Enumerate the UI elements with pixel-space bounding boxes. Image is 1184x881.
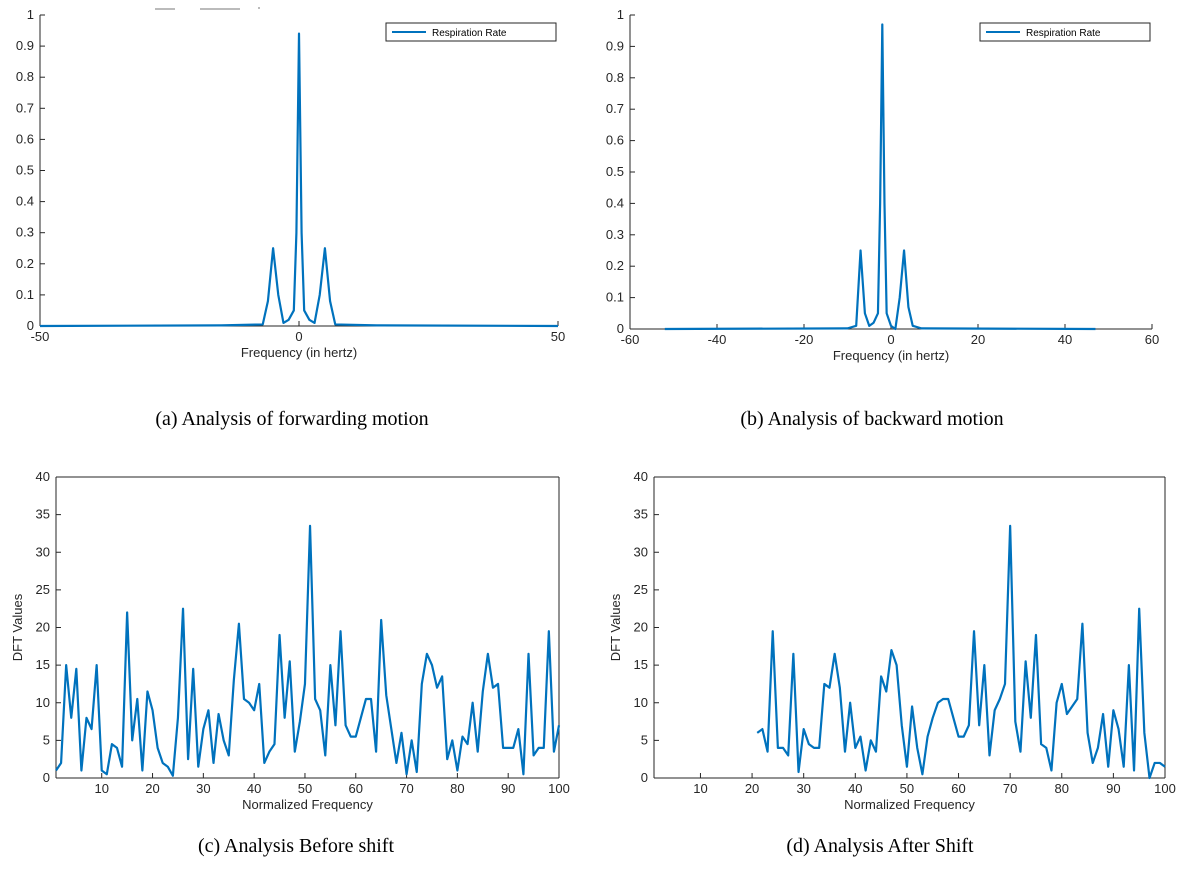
x-axis-label: Frequency (in hertz): [833, 348, 949, 363]
series-line: [55, 524, 561, 777]
y-tick-label: 0.8: [16, 69, 34, 84]
y-tick-label: 0.6: [606, 133, 624, 148]
x-tick-label: 80: [1055, 781, 1069, 796]
x-tick-label: 90: [501, 781, 515, 796]
x-tick-label: 20: [971, 332, 985, 347]
x-tick-label: 60: [349, 781, 363, 796]
x-tick-label: -60: [621, 332, 640, 347]
y-tick-label: 40: [634, 469, 648, 484]
caption-c: (c) Analysis Before shift: [197, 835, 395, 857]
y-tick-label: 0.5: [16, 163, 34, 178]
y-tick-label: 15: [634, 657, 648, 672]
x-tick-label: 10: [693, 781, 707, 796]
x-axis-label: Normalized Frequency: [242, 797, 373, 812]
y-tick-label: 15: [36, 657, 50, 672]
y-tick-label: 10: [36, 695, 50, 710]
x-tick-label: 100: [548, 781, 570, 796]
x-tick-label: 40: [247, 781, 261, 796]
x-tick-label: 50: [551, 329, 565, 344]
y-tick-label: 0.8: [606, 70, 624, 85]
y-tick-label: 30: [36, 544, 50, 559]
x-tick-label: 10: [94, 781, 108, 796]
y-tick-label: 0: [27, 318, 34, 333]
caption-a: (a) Analysis of forwarding motion: [155, 408, 429, 430]
y-tick-label: 25: [36, 582, 50, 597]
y-tick-label: 5: [43, 732, 50, 747]
y-tick-label: 25: [634, 582, 648, 597]
y-tick-label: 0.3: [16, 225, 34, 240]
cropped-title-fragment: [155, 7, 260, 10]
y-tick-label: 0.1: [16, 287, 34, 302]
y-tick-label: 30: [634, 544, 648, 559]
legend-box: [979, 22, 1151, 42]
x-tick-label: 20: [145, 781, 159, 796]
x-tick-label: 90: [1106, 781, 1120, 796]
series-line: [756, 524, 1166, 780]
x-tick-label: 30: [196, 781, 210, 796]
x-tick-label: 70: [399, 781, 413, 796]
y-tick-label: 0.7: [16, 100, 34, 115]
y-tick-label: 0.2: [16, 256, 34, 271]
caption-b: (b) Analysis of backward motion: [740, 408, 1004, 430]
x-tick-label: 40: [848, 781, 862, 796]
x-tick-label: 20: [745, 781, 759, 796]
x-tick-label: 50: [900, 781, 914, 796]
y-tick-label: 0: [641, 770, 648, 785]
x-tick-label: -40: [708, 332, 727, 347]
legend-label: Respiration Rate: [432, 28, 507, 39]
series-line: [664, 23, 1096, 331]
y-tick-label: 0: [617, 321, 624, 336]
series-line: [39, 32, 559, 328]
x-tick-label: 30: [796, 781, 810, 796]
y-tick-label: 0.4: [16, 194, 34, 209]
y-tick-label: 0.4: [606, 195, 624, 210]
y-tick-label: 20: [634, 620, 648, 635]
chart-d: 0 5 10 15 20 25 30 35 40 10 20 30 40 50 60 70 80 90 100 Nor…: [608, 469, 1176, 812]
x-tick-label: 70: [1003, 781, 1017, 796]
y-tick-label: 0.5: [606, 164, 624, 179]
y-tick-label: 20: [36, 620, 50, 635]
y-tick-label: 0.2: [606, 258, 624, 273]
y-tick-label: 10: [634, 695, 648, 710]
legend-label: Respiration Rate: [1026, 28, 1101, 39]
x-tick-label: 0: [887, 332, 894, 347]
x-tick-label: 40: [1058, 332, 1072, 347]
chart-c: 0 5 10 15 20 25 30 35 40 10 20 30 40 50 60 70 80 90 100 Nor…: [10, 469, 570, 812]
y-tick-label: 1: [617, 7, 624, 22]
legend-box: [385, 22, 557, 42]
y-tick-label: 5: [641, 732, 648, 747]
caption-d: (d) Analysis After Shift: [786, 835, 974, 857]
x-tick-label: -50: [31, 329, 50, 344]
y-tick-label: 35: [634, 507, 648, 522]
y-tick-label: 0.9: [606, 38, 624, 53]
x-tick-label: 60: [951, 781, 965, 796]
y-tick-label: 1: [27, 7, 34, 22]
x-tick-label: 0: [295, 329, 302, 344]
y-tick-label: 35: [36, 507, 50, 522]
x-tick-label: 100: [1154, 781, 1176, 796]
y-axis-label: DFT Values: [608, 593, 623, 661]
x-tick-label: 50: [298, 781, 312, 796]
legend: Respiration Rate: [385, 22, 557, 42]
y-tick-label: 0.9: [16, 38, 34, 53]
chart-b: 0 0.1 0.2 0.3 0.4 0.5 0.6 0.7 0.8 0.9 1 -60 -40 -20 0 2…: [606, 7, 1159, 363]
legend: Respiration Rate: [979, 22, 1151, 42]
y-tick-label: 0.7: [606, 101, 624, 116]
y-tick-label: 40: [36, 469, 50, 484]
chart-a: 00.10.20.30.40.50.60.70.80.91-50 0 50Frequ…: [16, 7, 565, 360]
x-axis-label: Frequency (in hertz): [241, 345, 357, 360]
x-axis-label: Normalized Frequency: [844, 797, 975, 812]
y-tick-label: 0.6: [16, 131, 34, 146]
x-tick-label: 80: [450, 781, 464, 796]
y-tick-label: 0.3: [606, 227, 624, 242]
y-tick-label: 0: [43, 770, 50, 785]
x-tick-label: 60: [1145, 332, 1159, 347]
y-axis-label: DFT Values: [10, 593, 25, 661]
y-tick-label: 0.1: [606, 290, 624, 305]
x-tick-label: -20: [795, 332, 814, 347]
